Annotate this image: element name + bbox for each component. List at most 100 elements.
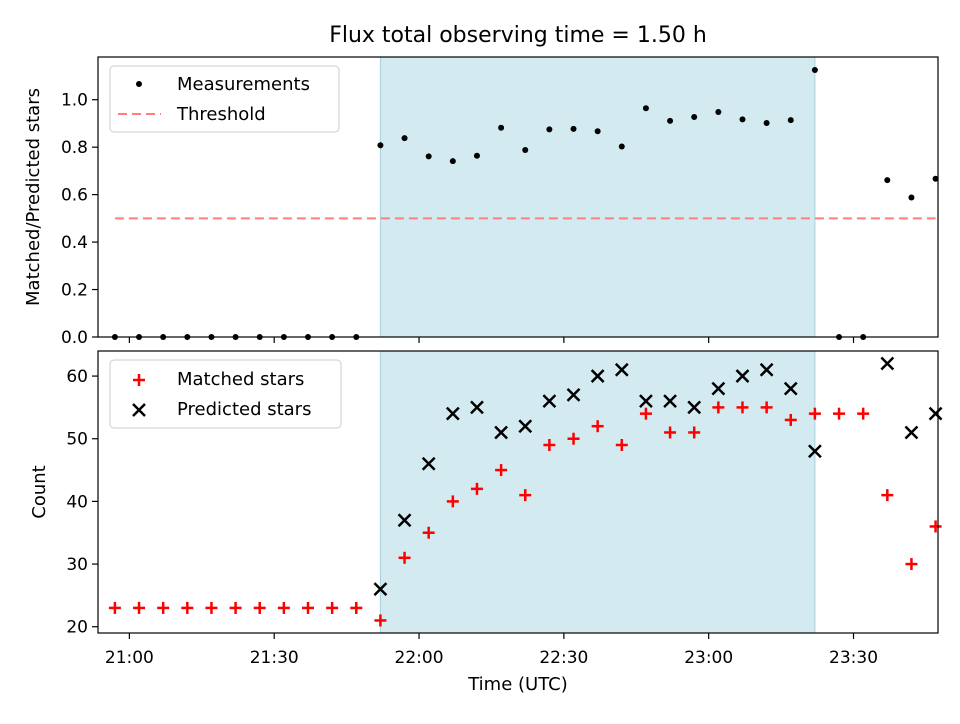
top-y-tick-label: 0.6 (61, 186, 88, 206)
x-axis-label: Time (UTC) (467, 674, 568, 695)
measurement-point (884, 177, 891, 184)
measurement-point (473, 152, 480, 159)
legend-predicted-marker (132, 403, 146, 417)
matched-star-point (302, 601, 314, 614)
measurement-point (667, 117, 674, 124)
bottom-legend-box (109, 359, 342, 429)
bottom-axes-frame (97, 350, 939, 634)
predicted-star-point (639, 394, 653, 409)
bottom-legend: Matched stars Predicted stars (109, 359, 342, 429)
predicted-star-point (928, 406, 943, 421)
bottom-y-axis: 20 30 40 50 60 (66, 367, 98, 638)
matched-star-point (350, 601, 363, 614)
matched-star-point (857, 407, 870, 420)
predicted-star-point (735, 369, 750, 383)
bottom-panel: 20 30 40 50 60 21:00 21:30 22:00 22:30 23:00 23:3… (29, 350, 943, 695)
top-axes-frame (97, 56, 939, 338)
top-y-axis: 0.0 0.2 0.4 0.6 0.8 1.0 (61, 91, 98, 348)
measurement-point (715, 109, 722, 116)
matched-star-point (157, 601, 170, 614)
matched-star-point (326, 601, 339, 614)
bottom-y-tick-label: 60 (66, 367, 88, 387)
matched-star-point (664, 426, 677, 439)
matched-star-point (229, 601, 242, 614)
predicted-star-point (711, 381, 726, 396)
matched-star-point (398, 551, 411, 564)
predicted-star-point (542, 394, 557, 409)
matched-star-point (108, 601, 121, 614)
x-tick-label: 23:30 (829, 648, 878, 668)
measurement-point (642, 105, 649, 112)
matched-star-point (591, 420, 604, 433)
matched-star-point (470, 482, 483, 495)
x-tick-label: 23:00 (684, 648, 733, 668)
measurement-point (787, 117, 794, 124)
matched-star-point (808, 407, 821, 420)
predicted-star-point (397, 513, 412, 528)
bottom-y-tick-label: 20 (66, 618, 88, 638)
matched-star-point (519, 489, 532, 502)
x-tick-label: 22:30 (539, 648, 588, 668)
top-panel: 0.0 0.2 0.4 0.6 0.8 1.0 Matched/Predicted sta… (23, 56, 939, 348)
measurement-point (449, 158, 456, 165)
measurement-point (570, 125, 577, 132)
predicted-star-point (783, 381, 798, 396)
predicted-star-point (421, 456, 436, 471)
legend-threshold-label: Threshold (176, 104, 266, 125)
x-tick-label: 21:00 (105, 648, 154, 668)
top-y-tick-label: 0.8 (61, 138, 88, 158)
legend-matched-label: Matched stars (177, 369, 304, 390)
matched-star-point (277, 601, 290, 614)
measurement-point (498, 124, 505, 131)
predicted-star-point (445, 406, 460, 421)
top-x-ticks (128, 337, 855, 343)
measurement-point (377, 142, 384, 149)
predicted-star-point (808, 444, 822, 459)
matched-star-point (712, 401, 725, 414)
predicted-stars-points (373, 356, 943, 597)
x-tick-label: 21:30 (250, 648, 299, 668)
top-y-tick-label: 0.4 (61, 233, 88, 253)
bottom-y-axis-label: Count (29, 465, 50, 518)
top-legend-box (109, 65, 340, 133)
measurement-point (932, 175, 939, 182)
predicted-star-point (590, 369, 605, 383)
legend-cross-glyph (132, 403, 146, 417)
measurement-point (522, 147, 529, 154)
measurement-point (618, 143, 625, 150)
x-tick-label: 22:00 (395, 648, 444, 668)
bottom-y-tick-label: 40 (66, 492, 88, 512)
matched-star-point (205, 601, 218, 614)
bottom-shade (379, 350, 816, 634)
predicted-star-point (663, 394, 677, 409)
matched-star-point (784, 413, 797, 426)
top-shade (379, 56, 816, 338)
legend-plus-glyph (133, 374, 145, 386)
top-y-tick-label: 1.0 (61, 91, 88, 111)
predicted-star-point (614, 362, 629, 377)
matched-star-point (615, 439, 628, 451)
matched-star-point (133, 601, 146, 614)
measurement-point (594, 128, 601, 135)
bottom-y-tick-label: 30 (66, 555, 88, 575)
measurement-point (811, 67, 818, 74)
matched-star-point (639, 407, 652, 420)
top-y-tick-label: 0.0 (61, 328, 88, 348)
matched-star-point (543, 439, 556, 451)
predicted-star-point (470, 400, 484, 415)
measurement-point (546, 126, 553, 133)
predicted-star-point (518, 419, 533, 434)
matched-star-point (181, 601, 194, 614)
matched-star-point (253, 601, 266, 614)
chart-title: Flux total observing time = 1.50 h (329, 23, 707, 48)
predicted-star-point (373, 582, 388, 597)
measurement-point (691, 114, 698, 121)
top-y-tick-label: 0.2 (61, 281, 88, 301)
predicted-star-point (904, 425, 919, 440)
matched-star-point (688, 426, 701, 439)
matched-star-point (736, 401, 749, 414)
matched-star-point (446, 495, 459, 508)
bottom-y-tick-label: 50 (66, 430, 88, 450)
matched-star-point (567, 432, 580, 445)
